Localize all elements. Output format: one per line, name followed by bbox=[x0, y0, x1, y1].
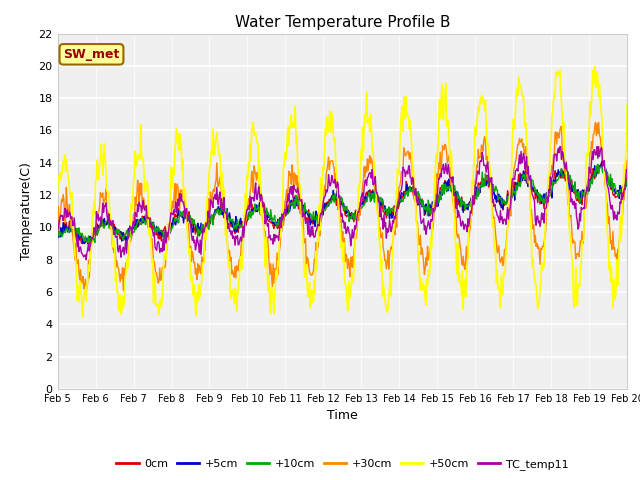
+10cm bbox=[594, 161, 602, 167]
+10cm bbox=[181, 216, 189, 221]
+10cm bbox=[86, 241, 93, 247]
Title: Water Temperature Profile B: Water Temperature Profile B bbox=[235, 15, 450, 30]
+30cm bbox=[429, 226, 437, 232]
+50cm bbox=[413, 217, 420, 223]
+5cm bbox=[181, 216, 189, 221]
+5cm bbox=[623, 181, 631, 187]
+50cm bbox=[124, 255, 131, 261]
Text: SW_met: SW_met bbox=[63, 48, 120, 61]
+50cm bbox=[79, 314, 87, 320]
0cm bbox=[413, 198, 420, 204]
TC_temp11 bbox=[181, 215, 189, 221]
Legend: 0cm, +5cm, +10cm, +30cm, +50cm, TC_temp11: 0cm, +5cm, +10cm, +30cm, +50cm, TC_temp1… bbox=[112, 455, 573, 475]
+50cm bbox=[623, 101, 631, 107]
Line: TC_temp11: TC_temp11 bbox=[58, 146, 627, 260]
Line: 0cm: 0cm bbox=[58, 163, 627, 243]
0cm bbox=[78, 240, 86, 246]
+5cm bbox=[413, 194, 420, 200]
0cm bbox=[211, 211, 219, 216]
+5cm bbox=[429, 205, 437, 211]
+30cm bbox=[591, 120, 599, 125]
TC_temp11 bbox=[211, 192, 219, 197]
0cm bbox=[623, 175, 631, 180]
+10cm bbox=[124, 230, 131, 236]
0cm bbox=[64, 227, 72, 232]
+10cm bbox=[211, 212, 219, 218]
+5cm bbox=[598, 158, 605, 164]
X-axis label: Time: Time bbox=[327, 409, 358, 422]
+30cm bbox=[124, 257, 131, 263]
+5cm bbox=[64, 229, 72, 235]
+30cm bbox=[54, 225, 61, 230]
Line: +50cm: +50cm bbox=[58, 67, 627, 317]
+30cm bbox=[413, 219, 420, 225]
Line: +10cm: +10cm bbox=[58, 164, 627, 244]
+30cm bbox=[211, 181, 219, 187]
+50cm bbox=[54, 190, 61, 196]
0cm bbox=[124, 236, 131, 242]
Line: +5cm: +5cm bbox=[58, 161, 627, 243]
+30cm bbox=[120, 288, 127, 294]
Y-axis label: Temperature(C): Temperature(C) bbox=[20, 162, 33, 260]
+10cm bbox=[54, 233, 61, 239]
TC_temp11 bbox=[556, 144, 564, 149]
+10cm bbox=[413, 190, 420, 196]
0cm bbox=[181, 206, 189, 212]
+5cm bbox=[79, 240, 87, 246]
0cm bbox=[429, 202, 437, 208]
TC_temp11 bbox=[413, 196, 420, 202]
0cm bbox=[599, 160, 607, 166]
+50cm bbox=[181, 185, 189, 191]
TC_temp11 bbox=[429, 205, 437, 211]
+30cm bbox=[623, 157, 631, 163]
+10cm bbox=[429, 209, 437, 215]
+5cm bbox=[54, 230, 61, 236]
+50cm bbox=[429, 203, 437, 209]
+10cm bbox=[64, 228, 72, 234]
+50cm bbox=[211, 138, 219, 144]
+5cm bbox=[124, 236, 131, 242]
Line: +30cm: +30cm bbox=[58, 122, 627, 291]
0cm bbox=[54, 232, 61, 238]
+30cm bbox=[64, 209, 72, 215]
TC_temp11 bbox=[83, 257, 90, 263]
+30cm bbox=[181, 211, 189, 216]
TC_temp11 bbox=[124, 238, 131, 243]
+10cm bbox=[623, 183, 631, 189]
TC_temp11 bbox=[64, 214, 72, 220]
+50cm bbox=[591, 64, 598, 70]
+5cm bbox=[211, 207, 219, 213]
TC_temp11 bbox=[623, 170, 631, 176]
TC_temp11 bbox=[54, 228, 61, 233]
+50cm bbox=[64, 173, 72, 179]
